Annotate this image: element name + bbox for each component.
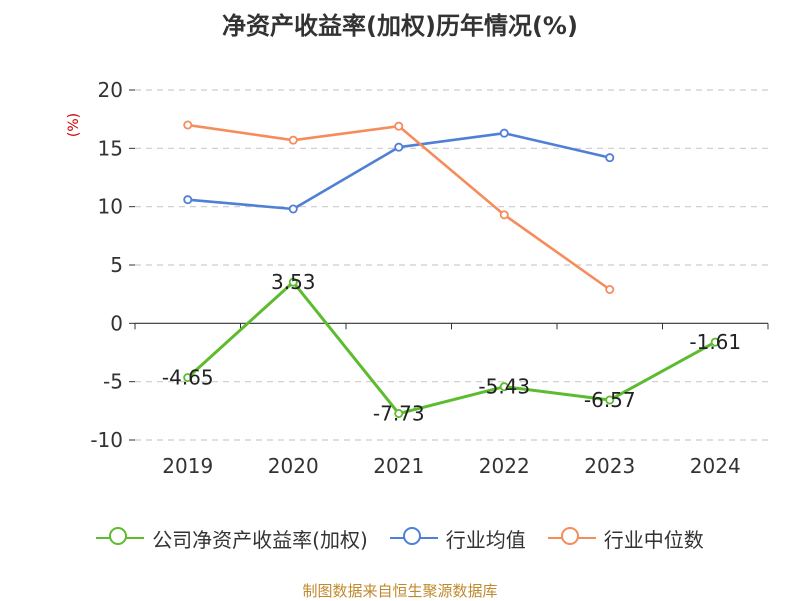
legend-item-industry_median[interactable]: 行业中位数 [547, 524, 704, 553]
data-point-company [605, 395, 615, 405]
data-label: -6.57 [584, 388, 636, 412]
legend-marker [547, 527, 596, 549]
data-point-company [394, 409, 404, 419]
data-point-industry_avg [288, 204, 298, 214]
series-line-company [186, 280, 716, 416]
legend-label: 行业均值 [445, 527, 526, 552]
series-layer [183, 120, 720, 419]
data-point-company [499, 382, 509, 392]
data-labels: -4.65 3.53 -7.73 -5.43 -6.57 -1.61 [162, 270, 741, 425]
data-label: -7.73 [373, 402, 425, 426]
source-note: 制图数据来自恒生聚源数据库 [302, 582, 498, 600]
chart-title: 净资产收益率(加权)历年情况(%) [222, 12, 578, 40]
data-point-industry_median [394, 121, 404, 131]
data-point-industry_median [288, 135, 298, 145]
x-tick-label: 2019 [162, 454, 213, 478]
x-tick-label: 2020 [268, 454, 319, 478]
y-tick-label: 5 [110, 253, 123, 277]
data-label: -1.61 [689, 330, 741, 354]
legend-item-industry_avg[interactable]: 行业均值 [389, 524, 526, 553]
data-label: 3.53 [271, 270, 316, 294]
legend-label: 行业中位数 [603, 527, 704, 552]
data-label: -5.43 [478, 375, 530, 399]
y-axis-label: (%) [66, 113, 82, 137]
x-tick-label: 2024 [690, 454, 741, 478]
grid-lines [135, 89, 768, 441]
axes: 20 15 10 5 0 -5 -10 2019 2020 2021 2022 2023 2024 [90, 78, 769, 478]
legend-label: 公司净资产收益率(加权) [152, 527, 368, 552]
y-tick-label: 0 [110, 311, 123, 335]
legend-marker [96, 527, 145, 549]
x-tick-label: 2022 [479, 454, 530, 478]
y-tick-label: -5 [103, 370, 123, 394]
data-point-industry_avg [499, 128, 509, 138]
x-tick-label: 2021 [373, 454, 424, 478]
x-tick-label: 2023 [584, 454, 635, 478]
legend: 公司净资产收益率(加权) 行业均值 行业中位数 [0, 520, 800, 556]
data-point-industry_avg [605, 153, 615, 163]
data-point-industry_median [605, 284, 615, 294]
legend-item-company[interactable]: 公司净资产收益率(加权) [96, 524, 368, 553]
data-point-company [288, 277, 298, 287]
data-label: -4.65 [162, 366, 214, 390]
y-tick-label: 20 [98, 78, 123, 102]
data-point-industry_avg [183, 195, 193, 205]
data-point-industry_avg [394, 142, 404, 152]
data-point-industry_median [183, 120, 193, 130]
data-point-company [183, 373, 193, 383]
y-tick-label: 10 [98, 195, 123, 219]
line-chart: (%) 20 15 10 5 0 -5 -10 2019 2020 2021 2022 2023 202… [66, 78, 769, 478]
data-point-company [710, 337, 720, 347]
legend-marker [389, 527, 438, 549]
y-tick-label: 15 [98, 136, 123, 160]
y-tick-label: -10 [90, 428, 123, 452]
data-point-industry_median [499, 210, 509, 220]
